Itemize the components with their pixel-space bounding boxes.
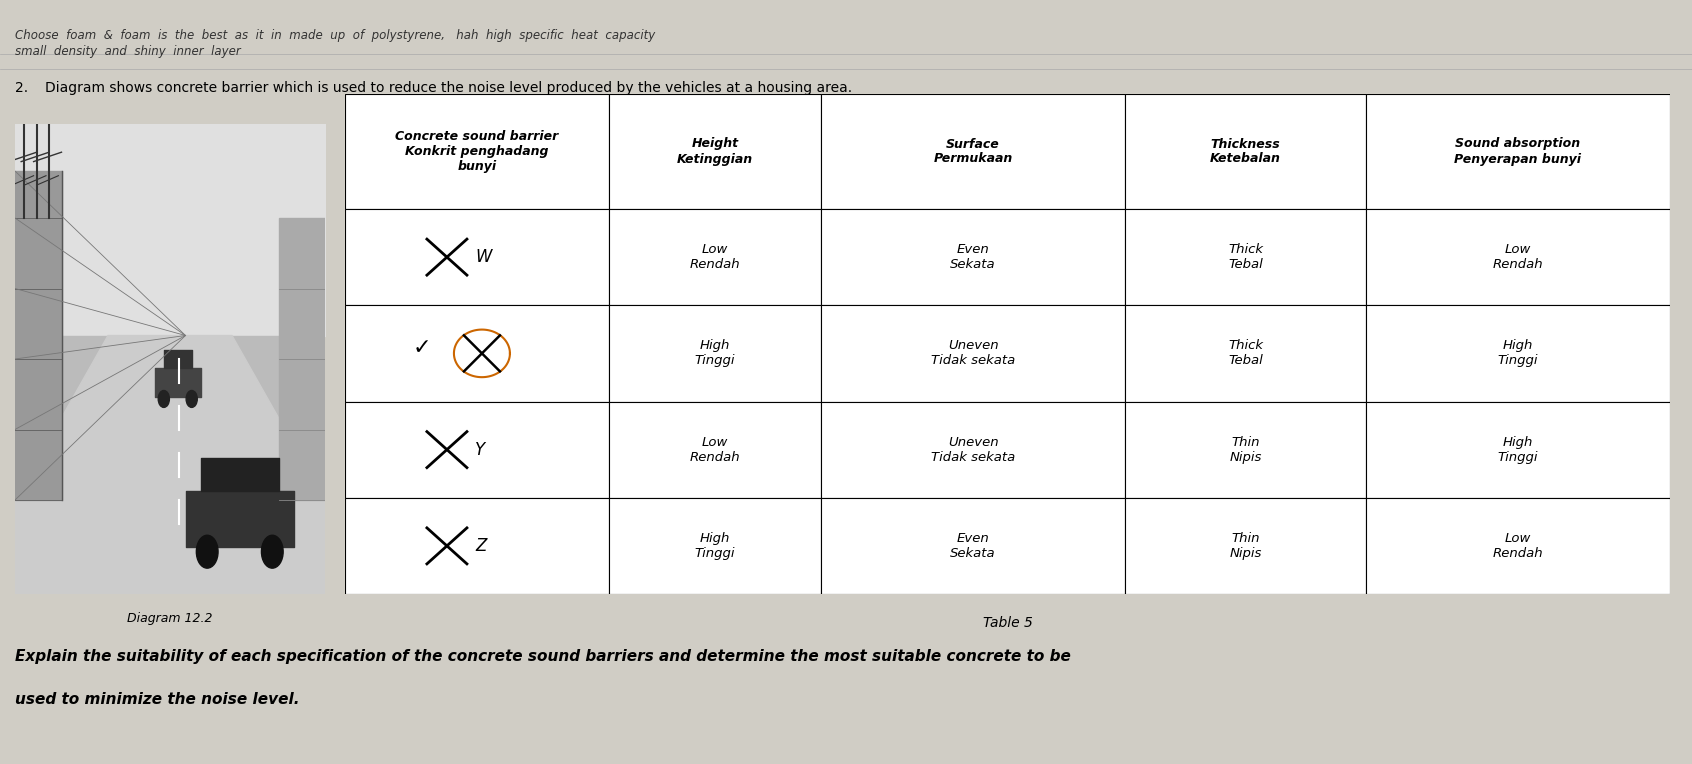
Polygon shape <box>15 171 61 500</box>
Circle shape <box>262 536 283 568</box>
Polygon shape <box>15 335 325 594</box>
Text: W: W <box>475 248 491 266</box>
Bar <box>1125 94 1365 209</box>
Text: Konkrit penghadang bunyi: Konkrit penghadang bunyi <box>74 559 205 569</box>
Text: Low
Rendah: Low Rendah <box>1492 243 1543 271</box>
Bar <box>609 498 821 594</box>
Bar <box>345 209 609 306</box>
Bar <box>345 306 609 402</box>
Bar <box>821 498 1125 594</box>
Text: Uneven
Tidak sekata: Uneven Tidak sekata <box>931 435 1015 464</box>
Text: Explain the suitability of each specification of the concrete sound barriers and: Explain the suitability of each specific… <box>15 649 1071 664</box>
Text: Uneven
Tidak sekata: Uneven Tidak sekata <box>931 339 1015 367</box>
Bar <box>609 402 821 498</box>
Bar <box>1365 94 1670 209</box>
Bar <box>609 209 821 306</box>
Text: Low
Rendah: Low Rendah <box>1492 532 1543 560</box>
Text: Thick
Tebal: Thick Tebal <box>1228 243 1262 271</box>
Text: Concrete sound barrier: Concrete sound barrier <box>74 544 188 554</box>
Text: Concrete sound barrier
Konkrit penghadang
bunyi: Concrete sound barrier Konkrit penghadan… <box>396 130 558 173</box>
Text: Table 5: Table 5 <box>983 616 1032 630</box>
Text: High
Tinggi: High Tinggi <box>695 339 736 367</box>
Bar <box>821 306 1125 402</box>
Text: Y: Y <box>475 441 486 458</box>
Text: High
Tinggi: High Tinggi <box>1497 339 1538 367</box>
Text: used to minimize the noise level.: used to minimize the noise level. <box>15 692 299 707</box>
Text: 2.: 2. <box>15 81 29 95</box>
Bar <box>821 402 1125 498</box>
Bar <box>345 94 609 209</box>
Circle shape <box>186 390 198 407</box>
Bar <box>1365 209 1670 306</box>
Text: Diagram shows concrete barrier which is used to reduce the noise level produced : Diagram shows concrete barrier which is … <box>46 81 853 95</box>
Text: Diagram 12.2: Diagram 12.2 <box>127 612 213 625</box>
Bar <box>1125 498 1365 594</box>
Text: Even
Sekata: Even Sekata <box>951 243 997 271</box>
Bar <box>609 94 821 209</box>
Text: Sound absorption
Penyerapan bunyi: Sound absorption Penyerapan bunyi <box>1455 138 1582 166</box>
Text: Thickness
Ketebalan: Thickness Ketebalan <box>1210 138 1281 166</box>
Text: Low
Rendah: Low Rendah <box>690 243 741 271</box>
Bar <box>1365 306 1670 402</box>
Polygon shape <box>15 335 325 594</box>
Text: Low
Rendah: Low Rendah <box>690 435 741 464</box>
Bar <box>1125 209 1365 306</box>
Bar <box>1125 402 1365 498</box>
Text: Thin
Nipis: Thin Nipis <box>1230 435 1262 464</box>
Bar <box>1365 498 1670 594</box>
Text: Surface
Permukaan: Surface Permukaan <box>934 138 1014 166</box>
Text: small  density  and  shiny  inner  layer: small density and shiny inner layer <box>15 45 240 58</box>
Bar <box>1125 306 1365 402</box>
Bar <box>345 402 609 498</box>
Text: Choose  foam  &  foam  is  the  best  as  it  in  made  up  of  polystyrene,   h: Choose foam & foam is the best as it in … <box>15 29 655 42</box>
Text: ✓: ✓ <box>413 338 431 358</box>
Text: High
Tinggi: High Tinggi <box>1497 435 1538 464</box>
Bar <box>1365 402 1670 498</box>
Text: Even
Sekata: Even Sekata <box>951 532 997 560</box>
Circle shape <box>196 536 218 568</box>
Polygon shape <box>279 218 325 500</box>
Bar <box>821 209 1125 306</box>
Text: High
Tinggi: High Tinggi <box>695 532 736 560</box>
Text: Height
Ketinggian: Height Ketinggian <box>677 138 753 166</box>
Bar <box>609 306 821 402</box>
Text: Thin
Nipis: Thin Nipis <box>1230 532 1262 560</box>
Circle shape <box>159 390 169 407</box>
Bar <box>821 94 1125 209</box>
Text: Z: Z <box>475 537 486 555</box>
Text: Thick
Tebal: Thick Tebal <box>1228 339 1262 367</box>
Bar <box>345 498 609 594</box>
